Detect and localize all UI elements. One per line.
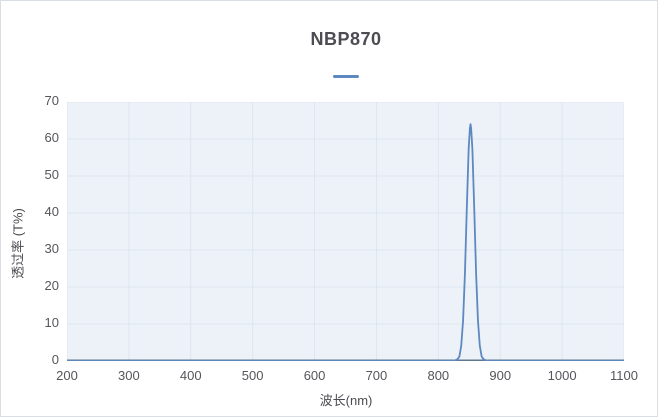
x-axis-title: 波长(nm) bbox=[319, 393, 373, 408]
plot-area bbox=[67, 102, 624, 361]
x-tick-label: 1000 bbox=[547, 368, 577, 383]
x-tick-label: 1100 bbox=[610, 368, 638, 383]
transmittance-line-chart bbox=[67, 102, 624, 361]
x-tick-label: 700 bbox=[365, 368, 388, 383]
y-tick-label: 0 bbox=[51, 352, 59, 367]
x-tick-label: 600 bbox=[303, 368, 326, 383]
x-tick-label: 200 bbox=[56, 368, 78, 383]
y-tick-label: 20 bbox=[44, 278, 59, 293]
y-tick-label: 50 bbox=[44, 167, 59, 182]
y-tick-label: 10 bbox=[44, 315, 59, 330]
chart-title: NBP870 bbox=[310, 29, 382, 49]
y-tick-label: 30 bbox=[44, 241, 59, 256]
x-tick-label: 500 bbox=[241, 368, 264, 383]
x-tick-label: 400 bbox=[179, 368, 202, 383]
plot-background bbox=[67, 102, 624, 361]
x-tick-label: 900 bbox=[489, 368, 512, 383]
legend-item[interactable] bbox=[333, 72, 359, 80]
y-tick-label: 60 bbox=[44, 130, 59, 145]
x-tick-label: 300 bbox=[118, 368, 140, 383]
series-line bbox=[67, 123, 624, 361]
gridlines bbox=[67, 102, 624, 361]
x-tick-label: 800 bbox=[427, 368, 450, 383]
legend-line-dash-icon bbox=[333, 74, 359, 78]
y-tick-label: 70 bbox=[44, 93, 59, 108]
y-tick-label: 40 bbox=[44, 204, 59, 219]
